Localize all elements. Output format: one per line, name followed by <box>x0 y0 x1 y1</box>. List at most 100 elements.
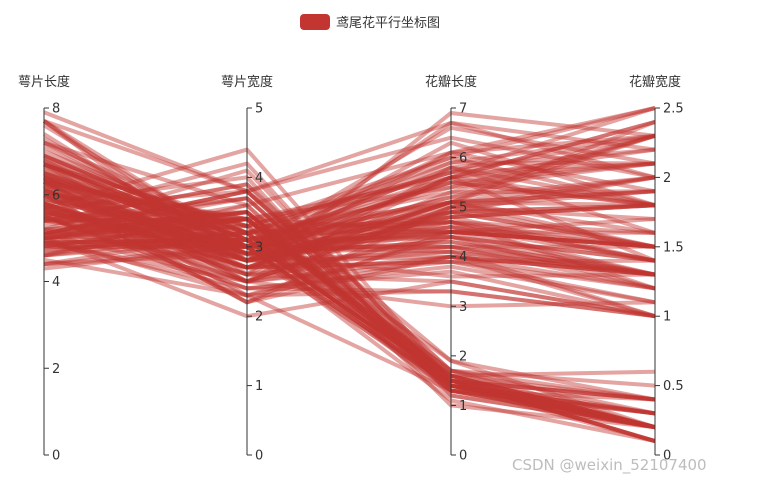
data-line <box>43 230 656 430</box>
data-line <box>43 119 656 194</box>
data-line <box>43 175 656 277</box>
data-line <box>43 147 656 402</box>
data-line <box>43 175 656 256</box>
axis-name: 萼片长度 <box>18 74 70 90</box>
data-line <box>43 189 656 402</box>
data-line <box>43 168 656 444</box>
data-line <box>44 244 656 416</box>
legend[interactable]: 鸢尾花平行坐标图 <box>300 12 440 31</box>
axis-1: 萼片长度 0 2 4 6 8 <box>18 74 70 464</box>
axis-2: 萼片宽度 0 1 2 3 4 5 <box>221 74 273 464</box>
data-line <box>43 145 656 249</box>
data-line <box>43 188 656 249</box>
data-line <box>43 237 656 430</box>
data-line <box>43 251 656 430</box>
data-line <box>43 182 656 402</box>
data-line <box>43 196 656 430</box>
data-line <box>43 210 656 378</box>
data-line <box>43 119 656 242</box>
axis-name: 花瓣宽度 <box>629 74 681 90</box>
data-line <box>43 218 656 249</box>
data-line <box>43 205 656 277</box>
tick-label: 1.5 <box>663 240 684 255</box>
data-line <box>43 161 656 263</box>
series-lines <box>42 106 656 444</box>
data-line <box>43 188 656 263</box>
data-line <box>43 133 656 221</box>
data-line <box>43 197 656 235</box>
data-line <box>43 184 656 277</box>
tick-label: 2 <box>459 349 467 364</box>
data-line <box>43 171 656 235</box>
data-line <box>43 147 656 263</box>
tick-label: 4 <box>255 171 263 186</box>
data-line <box>43 133 656 242</box>
data-line <box>43 217 656 402</box>
data-line <box>43 179 656 235</box>
data-line <box>43 217 656 430</box>
data-line <box>43 201 656 291</box>
tick-label: 6 <box>459 151 467 166</box>
data-line <box>43 214 656 298</box>
data-line <box>43 179 656 284</box>
data-line <box>43 162 656 249</box>
data-line <box>43 214 656 284</box>
data-line <box>43 171 656 249</box>
data-line <box>43 175 656 430</box>
data-line <box>43 230 656 430</box>
data-line <box>43 224 656 388</box>
data-line <box>43 133 656 235</box>
axis-3: 花瓣长度 0 1 2 3 4 5 6 7 <box>425 74 477 464</box>
data-line <box>43 161 656 228</box>
data-line <box>43 189 656 270</box>
data-line <box>43 140 656 249</box>
data-line <box>43 175 656 249</box>
tick-label: 6 <box>52 188 60 203</box>
data-line <box>43 188 656 277</box>
data-line <box>43 210 656 416</box>
data-line <box>43 237 656 444</box>
data-line <box>43 210 656 249</box>
data-line <box>43 184 656 305</box>
data-line <box>43 205 656 277</box>
data-line <box>43 179 656 298</box>
data-line <box>43 119 656 221</box>
data-line <box>43 210 656 430</box>
data-line <box>43 240 656 319</box>
data-line <box>43 136 656 256</box>
data-line <box>43 214 656 305</box>
data-line <box>43 201 656 319</box>
data-line <box>43 158 656 263</box>
data-line <box>43 197 656 249</box>
data-line <box>43 175 656 270</box>
data-line <box>43 192 656 249</box>
data-line <box>43 210 656 430</box>
data-line <box>43 175 656 242</box>
data-line <box>43 189 656 430</box>
axis-4: 花瓣宽度 0 0.5 1 1.5 2 2.5 <box>629 74 684 464</box>
data-line <box>43 217 656 430</box>
data-line <box>43 162 656 284</box>
data-line <box>43 217 656 402</box>
data-line <box>42 119 656 263</box>
data-line <box>43 257 656 416</box>
data-line <box>43 179 656 263</box>
data-line <box>43 192 656 235</box>
data-line <box>43 203 656 430</box>
data-line <box>43 188 656 263</box>
data-line <box>43 236 656 430</box>
data-line <box>43 196 656 430</box>
tick-label: 1 <box>663 310 671 325</box>
data-line <box>43 210 656 277</box>
tick-label: 0 <box>663 449 671 464</box>
data-line <box>43 175 656 284</box>
tick-label: 8 <box>52 102 60 117</box>
data-line <box>43 236 656 319</box>
data-line <box>43 237 656 444</box>
data-line <box>43 166 656 277</box>
data-line <box>43 161 656 430</box>
data-line <box>43 210 656 279</box>
data-line <box>43 205 656 277</box>
data-line <box>43 231 656 309</box>
